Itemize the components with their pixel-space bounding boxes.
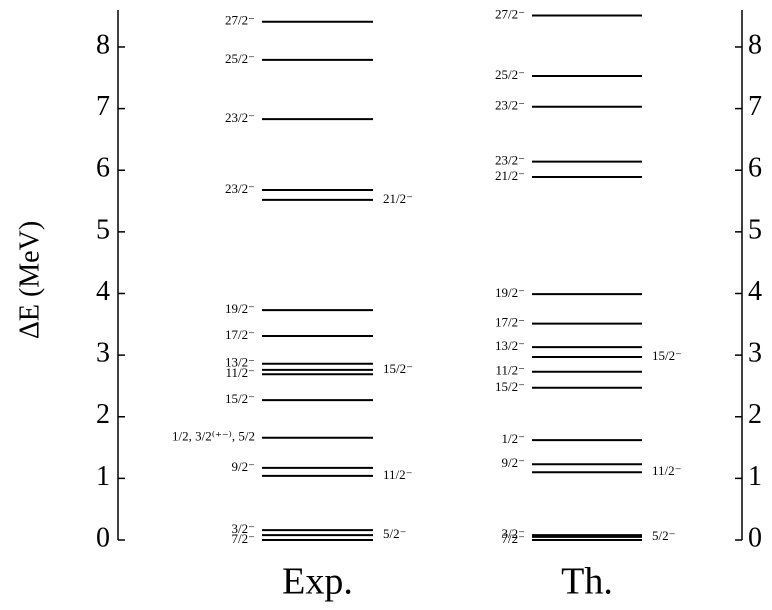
y-tick-label: 3 [96,338,110,369]
level-label: 1/2, 3/2⁽⁺⁻⁾, 5/2 [172,429,255,444]
level-label: 23/2⁻ [495,153,525,168]
level-label: 7/2⁻ [502,531,525,546]
y-tick-label: 4 [748,276,762,307]
level-label: 5/2⁻ [383,526,406,541]
y-tick-label: 6 [748,153,762,184]
level-label: 3/2⁻ [232,521,255,536]
y-tick-label: 1 [748,461,762,492]
level-label: 25/2⁻ [495,67,525,82]
level-label: 21/2⁻ [495,168,525,183]
level-label: 27/2⁻ [495,7,525,22]
level-label: 15/2⁻ [383,361,413,376]
y-tick-label: 3 [748,338,762,369]
level-label: 25/2⁻ [225,51,255,66]
level-label: 27/2⁻ [225,13,255,28]
level-label: 13/2⁻ [495,338,525,353]
level-label: 17/2⁻ [495,315,525,330]
level-label: 15/2⁻ [225,391,255,406]
level-label: 7/2⁻ [232,531,255,546]
level-label: 19/2⁻ [495,285,525,300]
y-tick-label: 5 [748,214,762,245]
y-tick-label: 7 [748,91,762,122]
y-tick-label: 5 [96,214,110,245]
level-label: 15/2⁻ [652,348,682,363]
y-tick-label: 7 [96,91,110,122]
y-axis-label: ΔE (MeV) [14,221,45,339]
level-label: 11/2⁻ [652,463,682,478]
level-label: 23/2⁻ [225,181,255,196]
y-tick-label: 0 [96,522,110,553]
level-label: 11/2⁻ [383,467,413,482]
level-label: 5/2⁻ [652,528,675,543]
level-label: 1/2⁻ [502,431,525,446]
y-tick-label: 8 [748,29,762,60]
level-label: 13/2⁻ [225,355,255,370]
level-label: 9/2⁻ [232,459,255,474]
level-label: 11/2⁻ [226,365,256,380]
y-tick-label: 8 [96,29,110,60]
level-label: 19/2⁻ [225,301,255,316]
y-tick-label: 6 [96,153,110,184]
y-tick-label: 1 [96,461,110,492]
y-tick-label: 2 [96,399,110,430]
y-tick-label: 0 [748,522,762,553]
level-label: 23/2⁻ [495,98,525,113]
level-label: 17/2⁻ [225,327,255,342]
level-label: 23/2⁻ [225,110,255,125]
y-tick-label: 2 [748,399,762,430]
level-label: 3/2⁻ [502,526,525,541]
series-name: Exp. [282,561,353,603]
level-label: 15/2⁻ [495,379,525,394]
level-label: 21/2⁻ [383,191,413,206]
level-label: 11/2⁻ [496,363,526,378]
level-label: 9/2⁻ [502,455,525,470]
series-name: Th. [561,561,613,603]
y-tick-label: 4 [96,276,110,307]
